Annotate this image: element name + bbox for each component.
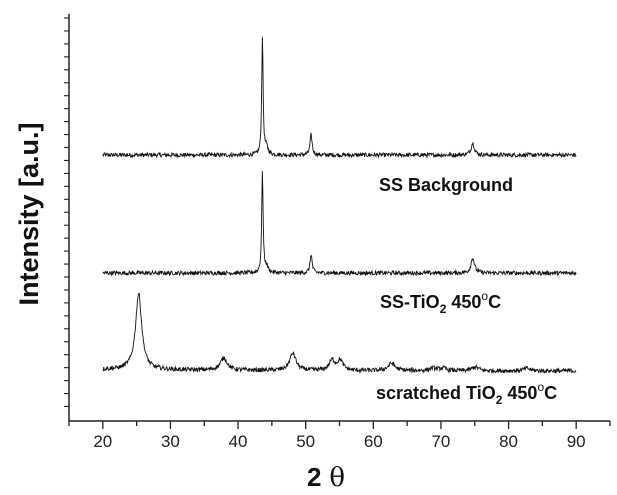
series-line: [102, 171, 577, 277]
x-axis-title-main: 2: [307, 462, 321, 492]
series-label-part: C: [488, 292, 501, 312]
series-label-part: scratched TiO: [376, 383, 496, 403]
series-label-part: SS Background: [379, 175, 513, 195]
x-tick-label: 90: [567, 432, 586, 451]
x-tick-label: 20: [93, 432, 112, 451]
series-label: SS Background: [379, 175, 513, 195]
series-label-part: o: [537, 380, 544, 394]
series-label-part: o: [481, 289, 488, 303]
x-tick-label: 60: [364, 432, 383, 451]
series-label: scratched TiO2 450oC: [376, 380, 557, 407]
x-tick-label: 50: [296, 432, 315, 451]
series-label-part: 2: [496, 393, 503, 407]
x-tick-label: 80: [499, 432, 518, 451]
axes: 20 30 40 50 60 70 80 90: [64, 14, 611, 451]
series-line: [102, 36, 577, 159]
series-label-part: 2: [440, 302, 447, 316]
series-label-part: 450: [446, 292, 481, 312]
traces: [102, 36, 577, 374]
x-tick-label: 30: [161, 432, 180, 451]
series-label-part: 450: [502, 383, 537, 403]
y-axis-title: Intensity [a.u.]: [14, 122, 44, 305]
series-label-part: C: [544, 383, 557, 403]
series-label-part: SS-TiO: [380, 292, 440, 312]
x-tick-label: 70: [431, 432, 450, 451]
x-tick-label: 40: [229, 432, 248, 451]
y-minor-ticks: [64, 17, 69, 408]
series-label: SS-TiO2 450oC: [380, 289, 501, 316]
series-line: [102, 292, 577, 374]
x-ticks: 20 30 40 50 60 70 80 90: [68, 421, 611, 451]
x-axis-title-symbol: θ: [329, 463, 345, 493]
